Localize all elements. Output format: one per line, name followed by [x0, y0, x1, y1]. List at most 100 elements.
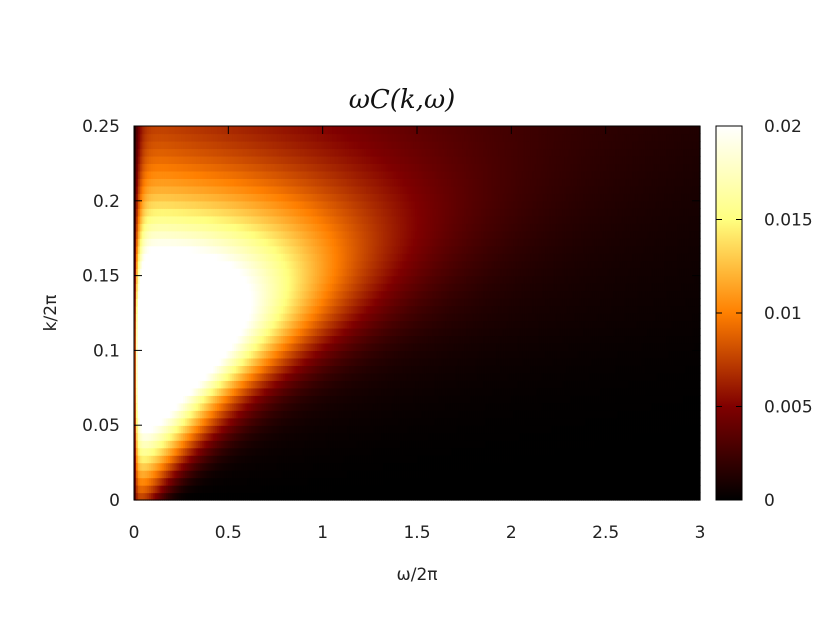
heatmap-cell — [681, 477, 684, 486]
heatmap-cell — [667, 470, 671, 479]
heatmap-cell — [696, 492, 699, 501]
heatmap-cell — [466, 425, 469, 434]
heatmap-cell — [611, 477, 614, 486]
heatmap-cell — [294, 440, 297, 449]
heatmap-cell — [330, 447, 333, 456]
heatmap-cell — [435, 455, 439, 464]
heatmap-cell — [683, 485, 686, 494]
heatmap-cell — [618, 470, 622, 479]
heatmap-cell — [403, 447, 407, 456]
heatmap-cell — [220, 492, 224, 501]
heatmap-cell — [566, 447, 569, 456]
heatmap-cell — [641, 470, 644, 479]
heatmap-cell — [149, 477, 152, 486]
heatmap-cell — [192, 470, 195, 479]
heatmap-cell — [645, 455, 648, 464]
heatmap-cell — [396, 492, 399, 501]
heatmap-cell — [484, 470, 488, 479]
heatmap-cell — [260, 447, 263, 456]
heatmap-cell — [666, 492, 669, 501]
heatmap-cell — [364, 447, 367, 456]
heatmap-cell — [218, 455, 222, 464]
heatmap-cell — [375, 462, 378, 471]
heatmap-cell — [256, 492, 260, 501]
heatmap-cell — [328, 447, 331, 456]
heatmap-cell — [650, 462, 654, 471]
heatmap-cell — [688, 477, 692, 486]
heatmap-cell — [181, 432, 184, 441]
heatmap-cell — [203, 440, 207, 449]
heatmap-cell — [637, 462, 641, 471]
heatmap-cell — [264, 462, 267, 471]
heatmap-cell — [484, 455, 488, 464]
heatmap-cell — [266, 477, 269, 486]
heatmap-cell — [477, 477, 480, 486]
heatmap-cell — [662, 447, 665, 456]
heatmap-cell — [683, 492, 686, 501]
heatmap-cell — [645, 440, 648, 449]
heatmap-cell — [279, 440, 282, 449]
heatmap-cell — [379, 432, 382, 441]
heatmap-cell — [318, 447, 322, 456]
heatmap-cell — [562, 485, 565, 494]
heatmap-cell — [467, 447, 471, 456]
heatmap-cell — [356, 477, 360, 486]
heatmap-cell — [205, 425, 209, 434]
heatmap-cell — [211, 425, 214, 434]
heatmap-cell — [566, 455, 569, 464]
heatmap-cell — [179, 455, 182, 464]
heatmap-cell — [690, 432, 694, 441]
heatmap-cell — [315, 485, 318, 494]
heatmap-cell — [383, 470, 386, 479]
heatmap-cell — [349, 485, 352, 494]
heatmap-cell — [230, 425, 233, 434]
heatmap-cell — [671, 462, 675, 471]
heatmap-cell — [215, 425, 218, 434]
heatmap-cell — [201, 440, 205, 449]
heatmap-cell — [301, 455, 305, 464]
heatmap-cell — [379, 470, 382, 479]
heatmap-cell — [579, 485, 582, 494]
heatmap-cell — [694, 447, 697, 456]
heatmap-cell — [171, 470, 175, 479]
heatmap-cell — [322, 432, 326, 441]
heatmap-cell — [290, 440, 294, 449]
heatmap-cell — [371, 492, 375, 501]
heatmap-cell — [262, 492, 265, 501]
heatmap-cell — [592, 492, 595, 501]
heatmap-cell — [232, 440, 235, 449]
heatmap-cell — [224, 425, 228, 434]
heatmap-cell — [435, 432, 439, 441]
heatmap-cell — [267, 440, 271, 449]
heatmap-cell — [164, 440, 167, 449]
heatmap-cell — [369, 447, 373, 456]
heatmap-cell — [488, 440, 492, 449]
heatmap-cell — [218, 470, 222, 479]
heatmap-cell — [590, 485, 594, 494]
heatmap-cell — [516, 462, 520, 471]
heatmap-cell — [392, 447, 395, 456]
heatmap-cell — [652, 462, 656, 471]
heatmap-cell — [509, 485, 512, 494]
heatmap-cell — [513, 440, 516, 449]
heatmap-cell — [258, 447, 262, 456]
heatmap-cell — [611, 492, 614, 501]
heatmap-cell — [479, 440, 482, 449]
heatmap-cell — [383, 477, 386, 486]
heatmap-cell — [554, 470, 558, 479]
heatmap-cell — [169, 485, 173, 494]
heatmap-cell — [607, 477, 611, 486]
heatmap-cell — [403, 440, 407, 449]
heatmap-cell — [533, 440, 537, 449]
heatmap-cell — [150, 470, 154, 479]
heatmap-cell — [488, 492, 492, 501]
heatmap-cell — [577, 425, 580, 434]
heatmap-cell — [332, 440, 335, 449]
heatmap-cell — [224, 447, 228, 456]
heatmap-cell — [449, 447, 452, 456]
heatmap-cell — [326, 462, 329, 471]
heatmap-cell — [611, 462, 614, 471]
heatmap-cell — [149, 447, 152, 456]
heatmap-cell — [488, 485, 492, 494]
heatmap-cell — [262, 455, 265, 464]
